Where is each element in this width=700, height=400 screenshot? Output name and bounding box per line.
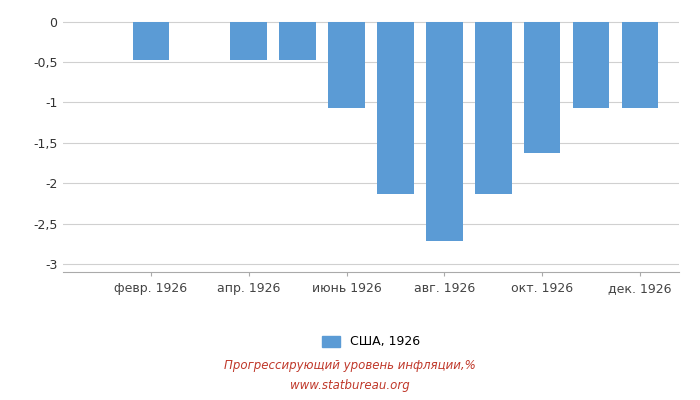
Bar bbox=[279, 22, 316, 60]
Bar bbox=[524, 22, 561, 153]
Bar bbox=[622, 22, 658, 108]
Bar bbox=[573, 22, 609, 108]
Bar bbox=[230, 22, 267, 60]
Text: Прогрессирующий уровень инфляции,%: Прогрессирующий уровень инфляции,% bbox=[224, 359, 476, 372]
Bar bbox=[377, 22, 414, 194]
Bar bbox=[426, 22, 463, 241]
Text: www.statbureau.org: www.statbureau.org bbox=[290, 379, 410, 392]
Bar bbox=[328, 22, 365, 108]
Legend: США, 1926: США, 1926 bbox=[321, 336, 421, 348]
Bar bbox=[475, 22, 512, 194]
Bar bbox=[133, 22, 169, 60]
